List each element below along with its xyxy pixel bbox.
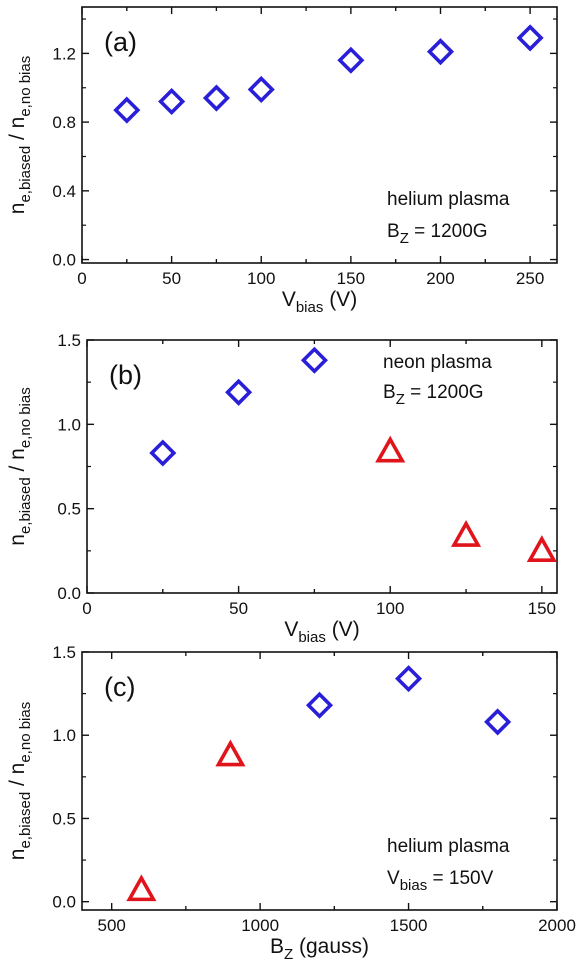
annotation-main: B (383, 382, 396, 403)
x-tick-label: 1000 (241, 916, 279, 935)
y-tick-label: 0.0 (57, 584, 81, 603)
y-axis-label: ne,biased / ne,no bias (6, 56, 34, 214)
diamond-marker (300, 346, 328, 374)
y-axis-label-sub: e,biased (17, 146, 34, 203)
annotation-rest: = 150V (427, 868, 493, 889)
x-tick-label: 0 (77, 269, 86, 288)
y-axis-label-sub2: e,no bias (17, 387, 34, 448)
annotation-main: V (387, 868, 400, 889)
x-axis-label-main: V (284, 618, 298, 641)
x-axis-label-unit: (V) (323, 288, 357, 311)
panel-label: (a) (104, 27, 137, 57)
y-axis-label: ne,biased / ne,no bias (6, 387, 34, 545)
diamond-marker (516, 24, 544, 52)
x-tick-label: 150 (528, 599, 556, 618)
diamond-marker (305, 691, 334, 719)
y-tick-label: 0.0 (52, 893, 76, 912)
y-axis-label-sub: e,biased (17, 477, 34, 534)
x-axis-label-unit: (gauss) (293, 935, 369, 958)
y-tick-label: 0.5 (57, 500, 81, 519)
annotation-sub: Z (400, 230, 409, 247)
x-tick-label: 150 (337, 269, 365, 288)
x-tick-label: 2000 (538, 916, 576, 935)
x-tick-label: 0 (82, 599, 91, 618)
triangle-marker (450, 519, 482, 547)
annotation-line2: BZ = 1200G (387, 221, 488, 247)
y-axis-label-sub2: e,no bias (17, 56, 34, 117)
annotation-line1: neon plasma (383, 352, 492, 373)
annotation-rest: = 1200G (409, 221, 488, 242)
diamond-marker (247, 75, 275, 104)
x-axis-label-sub: bias (298, 629, 326, 646)
y-tick-label: 0.0 (52, 251, 76, 270)
y-axis-label-sub2: e,no bias (17, 702, 34, 763)
diamond-marker (158, 87, 186, 116)
triangle-marker (126, 874, 157, 902)
panel-label: (b) (109, 360, 142, 390)
y-tick-label: 1.2 (52, 44, 76, 63)
y-axis-label-mid: / n (6, 763, 29, 792)
diamond-marker (484, 708, 512, 736)
diamond-marker (426, 38, 455, 66)
y-axis-label: ne,biased / ne,no bias (6, 702, 34, 860)
x-tick-label: 100 (247, 269, 275, 288)
diamond-marker (337, 46, 365, 74)
y-axis-label-main: n (6, 849, 29, 861)
y-tick-label: 1.5 (52, 643, 76, 662)
panel-a: 0 50 100 150 200 250 0.0 0.4 0.8 1.2 Vbias (V) ne,b… (6, 6, 558, 316)
diamond-marker (113, 96, 141, 124)
annotation-line1: helium plasma (387, 836, 510, 857)
y-axis-label-mid: / n (6, 117, 29, 146)
x-tick-label: 500 (98, 916, 126, 935)
x-axis-label-sub: Z (284, 946, 293, 963)
y-axis-label-main: n (6, 534, 29, 546)
y-axis-label-mid: / n (6, 448, 29, 477)
x-axis-label: Vbias (V) (284, 618, 359, 646)
x-tick-label: 200 (426, 269, 454, 288)
y-tick-label: 1.0 (52, 726, 76, 745)
panel-label: (c) (104, 672, 135, 702)
annotation-line2: BZ = 1200G (383, 382, 484, 408)
diamond-marker (395, 665, 423, 693)
x-tick-label: 1500 (390, 916, 428, 935)
plot-frame (81, 6, 558, 264)
y-tick-label: 1.0 (57, 415, 81, 434)
x-tick-label: 50 (229, 599, 248, 618)
x-tick-label: 250 (516, 269, 544, 288)
triangle-marker (215, 739, 246, 767)
annotation-sub: bias (400, 877, 428, 894)
y-tick-label: 0.4 (52, 182, 76, 201)
y-axis-label-main: n (6, 203, 29, 215)
annotation-rest: = 1200G (405, 382, 484, 403)
triangle-marker (375, 435, 406, 463)
annotation-main: B (387, 221, 400, 242)
plot-frame (81, 651, 558, 911)
y-tick-label: 1.5 (57, 331, 81, 350)
panel-b: 0 50 100 150 0.0 0.5 1.0 1.5 Vbias (V) ne,biased … (6, 331, 558, 646)
y-axis-label-sub: e,biased (17, 792, 34, 849)
y-tick-label: 0.8 (52, 113, 76, 132)
x-axis-label: BZ (gauss) (270, 935, 369, 963)
x-axis-label-main: B (270, 935, 284, 958)
diamond-marker (225, 378, 253, 406)
diamond-marker (202, 84, 230, 112)
x-axis-label-unit: (V) (326, 618, 360, 641)
x-tick-label: 100 (376, 599, 404, 618)
x-axis-label-main: V (282, 288, 296, 311)
annotation-line2: Vbias = 150V (387, 868, 494, 894)
x-axis-label: Vbias (V) (282, 288, 357, 316)
diamond-marker (149, 439, 177, 467)
annotation-line1: helium plasma (387, 189, 510, 210)
x-tick-label: 50 (162, 269, 181, 288)
x-axis-label-sub: bias (296, 299, 324, 316)
y-tick-label: 0.5 (52, 809, 76, 828)
triangle-marker (526, 535, 557, 562)
annotation-sub: Z (396, 391, 405, 408)
plot-frame (86, 339, 558, 594)
